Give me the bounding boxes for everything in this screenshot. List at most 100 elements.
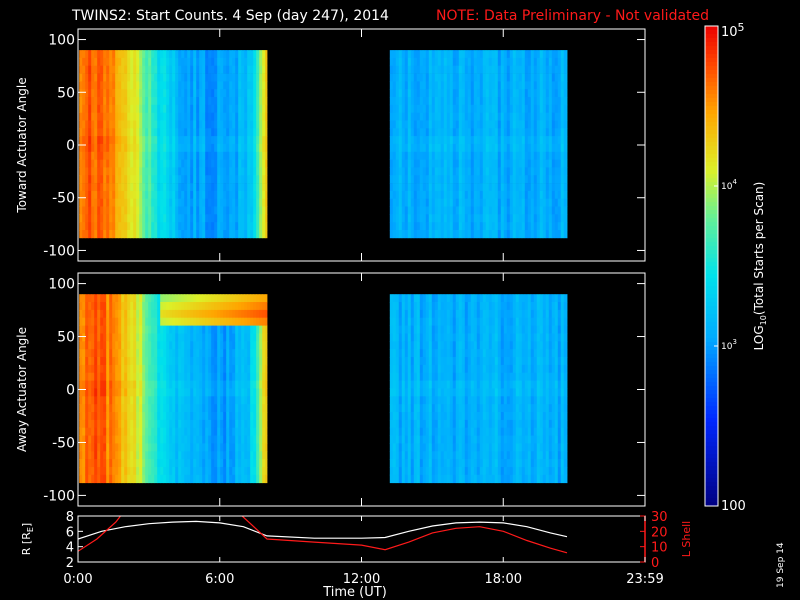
heatmap-cell xyxy=(166,357,170,366)
heatmap-cell xyxy=(205,357,209,366)
heatmap-cell xyxy=(88,294,92,303)
heatmap-cell xyxy=(214,143,218,153)
heatmap-cell xyxy=(88,349,92,358)
heatmap-cell xyxy=(512,97,517,106)
heatmap-cell xyxy=(196,341,200,350)
heatmap-cell xyxy=(416,65,421,74)
heatmap-cell xyxy=(494,89,499,98)
heatmap-cell xyxy=(401,151,406,160)
heatmap-cell xyxy=(461,190,466,200)
heatmap-cell xyxy=(244,364,248,374)
heatmap-cell xyxy=(136,104,140,113)
heatmap-cell xyxy=(521,104,526,113)
heatmap-cell xyxy=(193,198,197,207)
heatmap-cell xyxy=(127,404,131,413)
heatmap-cell xyxy=(193,467,197,476)
heatmap-cell xyxy=(413,349,418,358)
heatmap-cell xyxy=(259,309,263,319)
heatmap-cell xyxy=(428,159,433,168)
heatmap-cell xyxy=(127,143,131,153)
heatmap-cell xyxy=(506,57,511,67)
heatmap-cell xyxy=(563,50,568,59)
heatmap-cell xyxy=(428,183,433,192)
heatmap-cell xyxy=(256,325,260,334)
heatmap-cell xyxy=(238,222,242,231)
heatmap-cell xyxy=(443,459,448,468)
heatmap-cell xyxy=(226,73,230,82)
heatmap-cell xyxy=(151,222,155,231)
heatmap-cell xyxy=(178,317,182,326)
heatmap-cell xyxy=(193,404,197,413)
heatmap-cell xyxy=(413,112,418,121)
heatmap-cell xyxy=(389,380,394,389)
heatmap-cell xyxy=(443,372,448,381)
heatmap-cell xyxy=(422,388,427,397)
heatmap-cell xyxy=(145,396,149,405)
heatmap-cell xyxy=(124,451,128,460)
heatmap-cell xyxy=(389,50,394,59)
heatmap-cell xyxy=(133,459,137,468)
heatmap-cell xyxy=(449,309,454,319)
heatmap-cell xyxy=(247,309,251,319)
heatmap-cell xyxy=(419,65,424,74)
heatmap-cell xyxy=(202,112,206,121)
heatmap-cell xyxy=(419,459,424,468)
heatmap-cell xyxy=(151,317,155,326)
heatmap-cell xyxy=(85,474,89,484)
heatmap-cell xyxy=(106,151,110,160)
heatmap-cell xyxy=(554,190,559,200)
heatmap-cell xyxy=(79,474,83,484)
heatmap-cell xyxy=(238,341,242,350)
heatmap-cell xyxy=(166,388,170,397)
heatmap-cell xyxy=(94,467,98,476)
heatmap-cell xyxy=(395,372,400,381)
heatmap-cell xyxy=(419,159,424,168)
heatmap-cell xyxy=(395,317,400,326)
heatmap-cell xyxy=(404,190,409,200)
heatmap-cell xyxy=(223,459,227,468)
heatmap-cell xyxy=(533,190,538,200)
heatmap-cell xyxy=(440,349,445,358)
heatmap-cell xyxy=(253,151,257,160)
heatmap-cell xyxy=(443,294,448,303)
heatmap-cell xyxy=(103,57,107,67)
heatmap-cell xyxy=(241,167,245,176)
heatmap-cell xyxy=(244,294,248,303)
heatmap-cell xyxy=(124,175,128,184)
heatmap-cell xyxy=(103,474,107,484)
heatmap-cell xyxy=(434,474,439,484)
heatmap-cell xyxy=(509,222,514,231)
heatmap-cell xyxy=(542,81,547,90)
heatmap-cell xyxy=(214,467,218,476)
heatmap-cell xyxy=(395,183,400,192)
heatmap-cell xyxy=(389,474,394,484)
heatmap-cell xyxy=(163,151,167,160)
heatmap-cell xyxy=(157,412,161,421)
heatmap-cell xyxy=(190,372,194,381)
heatmap-cell xyxy=(551,159,556,168)
heatmap-cell xyxy=(112,419,116,429)
heatmap-cell xyxy=(82,412,86,421)
heatmap-cell xyxy=(181,419,185,429)
heatmap-cell xyxy=(202,167,206,176)
heatmap-cell xyxy=(178,380,182,389)
heatmap-cell xyxy=(527,190,532,200)
heatmap-cell xyxy=(136,81,140,90)
heatmap-cell xyxy=(521,128,526,137)
heatmap-cell xyxy=(172,302,176,311)
heatmap-cell xyxy=(241,467,245,476)
heatmap-cell xyxy=(482,198,487,207)
heatmap-cell xyxy=(500,104,505,113)
heatmap-cell xyxy=(253,412,257,421)
heatmap-cell xyxy=(106,214,110,223)
heatmap-cell xyxy=(97,388,101,397)
heatmap-cell xyxy=(259,333,263,342)
heatmap-cell xyxy=(178,143,182,153)
heatmap-cell xyxy=(253,222,257,231)
heatmap-cell xyxy=(443,175,448,184)
heatmap-cell xyxy=(443,396,448,405)
heatmap-cell xyxy=(79,427,83,436)
heatmap-cell xyxy=(539,206,544,215)
heatmap-cell xyxy=(133,151,137,160)
heatmap-cell xyxy=(235,159,239,168)
